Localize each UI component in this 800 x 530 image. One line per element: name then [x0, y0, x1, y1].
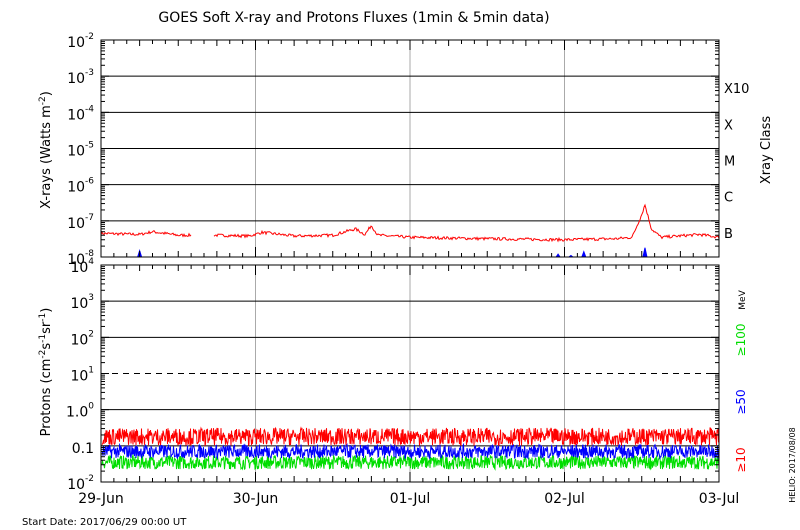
proton-legend-label: ≥50 — [734, 389, 748, 414]
xray-panel: 10-2 10-3 10-4 10-5 10-6 10-7 10-8 X-rays (Wat… — [38, 32, 774, 268]
xray-class-label: X10 — [724, 82, 749, 97]
xray-long-line — [100, 230, 192, 238]
xray-class-label: B — [724, 227, 733, 242]
proton-y-tick-label: 104 — [70, 257, 94, 276]
proton-line — [101, 426, 719, 447]
x-tick-label: 30-Jun — [233, 491, 279, 507]
proton-y-axis-label: Protons (cm-2s-1sr-1) — [38, 308, 54, 437]
xray-class-label: X — [724, 118, 733, 133]
helio-credit: HELIO: 2017/08/08 — [788, 427, 797, 502]
xray-y-axis-label: X-rays (Watts m-2) — [38, 91, 54, 209]
start-date: Start Date: 2017/06/29 00:00 UT — [22, 517, 187, 528]
proton-unit-label: MeV — [738, 289, 748, 309]
x-tick-label: 01-Jul — [390, 491, 431, 507]
xray-y-tick-label: 10-4 — [67, 104, 94, 123]
xray-class-axis-label: Xray Class — [759, 116, 774, 184]
proton-line — [101, 453, 719, 471]
xray-y-tick-label: 10-5 — [67, 141, 94, 160]
xray-long-line — [213, 203, 720, 243]
xray-y-tick-label: 10-8 — [67, 249, 94, 268]
xray-y-tick-label: 10-6 — [67, 177, 94, 196]
proton-panel: 104 103 102 101 1.00 0.1 10-2 Protons (cm-2s-1… — [38, 257, 748, 493]
proton-legend-label: ≥10 — [734, 447, 748, 472]
x-tick-label: 29-Jun — [78, 491, 124, 507]
xray-short-line — [555, 253, 561, 258]
proton-y-tick-label: 0.1 — [72, 441, 94, 457]
xray-class-label: C — [724, 191, 733, 206]
xray-short-line — [581, 250, 587, 258]
chart-title: GOES Soft X-ray and Protons Fluxes (1min… — [158, 10, 549, 26]
proton-y-tick-label: 103 — [70, 293, 94, 312]
xray-short-line — [642, 247, 648, 258]
proton-y-tick-label: 102 — [70, 329, 94, 348]
proton-legend-label: ≥100 — [734, 324, 748, 357]
proton-y-tick-label: 1.00 — [66, 402, 94, 421]
xray-y-tick-label: 10-7 — [67, 213, 94, 232]
proton-y-tick-label: 10-2 — [67, 474, 94, 493]
x-tick-label: 02-Jul — [544, 491, 585, 507]
xray-y-tick-label: 10-3 — [67, 68, 94, 87]
xray-class-label: M — [724, 155, 735, 170]
proton-line — [101, 442, 719, 461]
xray-y-tick-label: 10-2 — [67, 32, 94, 51]
x-tick-label: 03-Jul — [699, 491, 740, 507]
proton-y-tick-label: 101 — [70, 366, 94, 385]
